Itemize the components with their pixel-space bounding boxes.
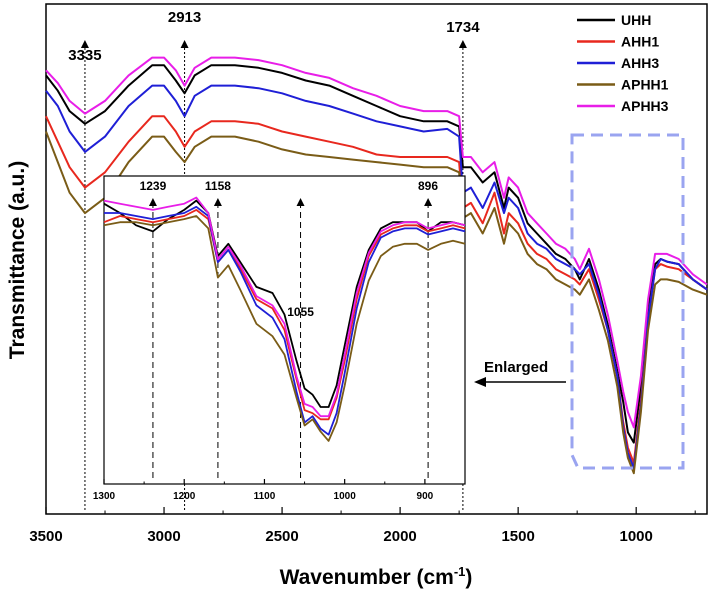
- x-tick-label: 2000: [383, 528, 416, 545]
- main-plot-frame: [45, 3, 708, 515]
- x-axis-label: Wavenumber (cm-1): [280, 564, 473, 589]
- annotation-arrow-1239: [148, 198, 157, 206]
- x-tick-label: 900: [417, 491, 434, 502]
- inset-x-ticks: 1300 1200 1100 1000 900: [93, 479, 466, 502]
- series-line-aphh1: [103, 215, 466, 442]
- annotation-arrow-2913: [180, 40, 189, 48]
- x-tick-label: 3500: [29, 528, 62, 545]
- x-tick-label: 1300: [93, 491, 116, 502]
- x-tick-label: 1000: [619, 528, 652, 545]
- series-line-uhh: [45, 64, 708, 444]
- enlarged-arrow-head: [474, 377, 486, 387]
- main-x-ticks: 3500 3000 2500 2000 1500 1000: [29, 507, 696, 545]
- legend-label-uhh: UHH: [621, 12, 651, 28]
- legend-label-aphh3: APHH3: [621, 98, 669, 114]
- series-line-aphh3: [103, 196, 466, 418]
- series-line-ahh1: [103, 209, 466, 421]
- x-tick-label: 1100: [254, 491, 276, 502]
- x-tick-label: 1500: [501, 528, 534, 545]
- legend: UHH AHH1 AHH3 APHH1 APHH3: [577, 12, 669, 114]
- enlarged-label: Enlarged: [484, 359, 548, 376]
- annotation-label-1055: 1055: [287, 305, 314, 319]
- x-tick-label: 2500: [265, 528, 298, 545]
- legend-label-ahh3: AHH3: [621, 55, 659, 71]
- annotation-label-1734: 1734: [446, 19, 480, 36]
- annotation-label-2913: 2913: [168, 9, 201, 26]
- enlarged-region-box: [570, 133, 685, 470]
- series-line-aphh3: [45, 56, 708, 429]
- inset-series-group: [103, 196, 466, 442]
- annotation-arrow-1734: [458, 40, 467, 48]
- y-axis-label: Transmittance (a.u.): [6, 161, 29, 359]
- series-line-ahh3: [45, 84, 708, 470]
- inset-annotation-lines: [148, 198, 433, 480]
- annotation-label-1239: 1239: [140, 179, 167, 193]
- x-tick-label: 1000: [334, 491, 357, 502]
- annotation-arrow-1158: [213, 198, 222, 206]
- inset-annotations: 1239 1158 1055 896: [140, 179, 439, 319]
- annotation-label-896: 896: [418, 179, 438, 193]
- annotation-arrow-896: [424, 198, 433, 206]
- legend-label-ahh1: AHH1: [621, 34, 659, 50]
- annotation-arrow-1055: [296, 198, 305, 206]
- x-tick-label: 3000: [147, 528, 180, 545]
- series-line-ahh1: [45, 115, 708, 464]
- x-tick-label: 1200: [173, 491, 196, 502]
- annotation-arrow-3335: [80, 40, 89, 48]
- annotation-label-1158: 1158: [205, 179, 231, 193]
- legend-label-aphh1: APHH1: [621, 77, 669, 93]
- annotation-label-3335: 3335: [68, 47, 101, 64]
- main-series-group: [45, 56, 708, 475]
- series-line-aphh1: [45, 131, 708, 475]
- main-annotations: 3335 2913 1734: [68, 9, 480, 64]
